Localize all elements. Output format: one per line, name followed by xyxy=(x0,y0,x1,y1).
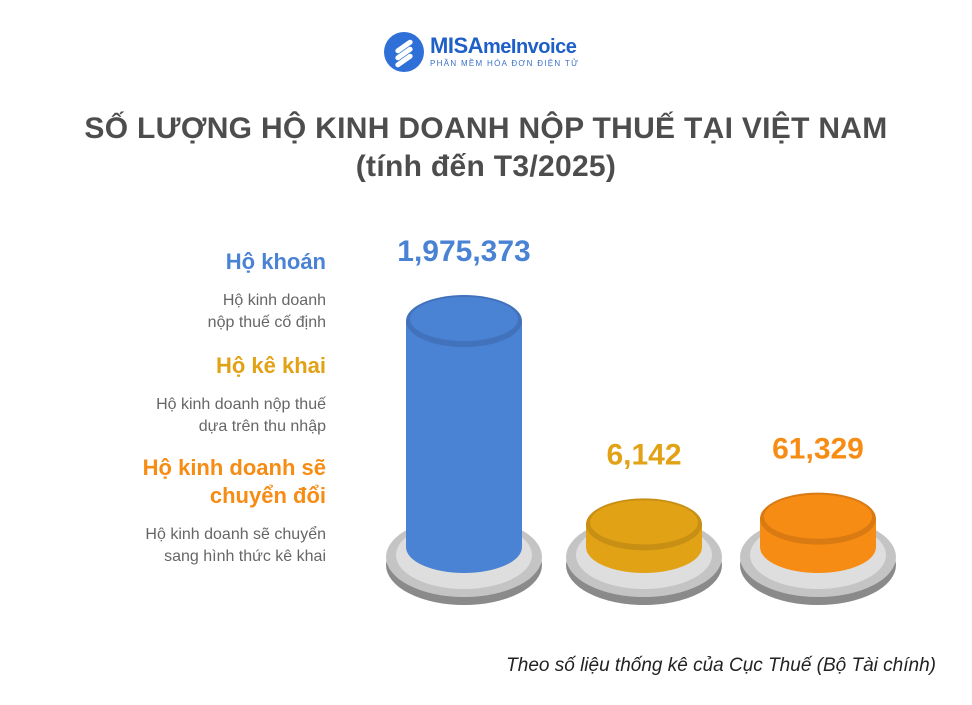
legend-title-2: Hộ kê khai xyxy=(215,353,326,378)
source-note: Theo số liệu thống kê của Cục Thuế (Bộ T… xyxy=(506,655,936,676)
legend-desc-1-line-2: nộp thuế cố định xyxy=(207,314,326,331)
logo-name: MISAmeInvoice xyxy=(430,33,577,59)
legend-title-3-line-1: Hộ kinh doanh sẽ xyxy=(142,455,326,480)
legend-title-3-line-2: chuyển đổi xyxy=(209,483,326,508)
chart-subtitle: (tính đến T3/2025) xyxy=(355,150,617,183)
legend: Hộ khoán Hộ kinh doanh nộp thuế cố định … xyxy=(6,248,326,568)
data-label-3: 61,329 xyxy=(772,433,864,466)
bar-1 xyxy=(406,321,522,573)
legend-desc-2-line-2: dựa trên thu nhập xyxy=(198,418,326,435)
legend-desc-3-line-1: Hộ kinh doanh sẽ chuyển xyxy=(145,526,326,543)
bar-top-face-2 xyxy=(590,500,698,545)
legend-entry-3: Hộ kinh doanh sẽ chuyển đổi Hộ kinh doan… xyxy=(6,454,326,568)
bar-top-face-1 xyxy=(410,297,518,341)
legend-desc-2-line-1: Hộ kinh doanh nộp thuế xyxy=(156,396,326,413)
chart-title-block: SỐ LƯỢNG HỘ KINH DOANH NỘP THUẾ TẠI VIỆT… xyxy=(0,110,972,186)
legend-desc-3-line-2: sang hình thức kê khai xyxy=(164,548,326,565)
legend-entry-2: Hộ kê khai Hộ kinh doanh nộp thuế dựa tr… xyxy=(6,352,326,438)
misa-logo-icon xyxy=(384,32,424,72)
legend-title-1: Hộ khoán xyxy=(225,249,326,274)
chart-title: SỐ LƯỢNG HỘ KINH DOANH NỘP THUẾ TẠI VIỆT… xyxy=(84,112,888,145)
brand-logo: MISAmeInvoice PHẦN MỀM HÓA ĐƠN ĐIỆN TỬ xyxy=(384,30,579,74)
logo-tagline: PHẦN MỀM HÓA ĐƠN ĐIỆN TỬ xyxy=(430,59,580,68)
data-label-1: 1,975,373 xyxy=(397,235,530,268)
legend-desc-1-line-1: Hộ kinh doanh xyxy=(222,292,326,309)
legend-entry-1: Hộ khoán Hộ kinh doanh nộp thuế cố định xyxy=(6,248,326,334)
data-label-2: 6,142 xyxy=(606,438,681,471)
bar-top-face-3 xyxy=(764,494,872,539)
